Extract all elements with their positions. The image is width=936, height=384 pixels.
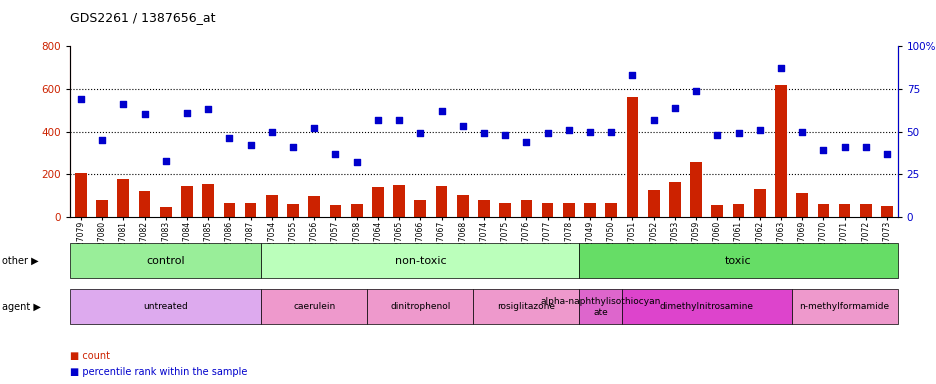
Point (306, 125, 321, 131)
Bar (287, 204, 299, 217)
Point (646, 116, 661, 122)
Bar (202, 184, 213, 217)
Point (370, 116, 385, 122)
Point (836, 144, 851, 150)
Point (730, 130, 745, 136)
Bar (605, 203, 617, 217)
Text: untreated: untreated (143, 302, 188, 311)
Point (158, 157, 173, 164)
Point (561, 127, 576, 133)
Point (709, 132, 724, 138)
Point (180, 110, 195, 116)
Point (264, 128, 279, 135)
Bar (435, 186, 446, 217)
Point (137, 111, 152, 118)
Bar (244, 203, 256, 217)
Bar (583, 203, 595, 217)
Point (455, 123, 470, 129)
Bar (541, 203, 553, 217)
Bar (308, 195, 320, 217)
Bar (710, 205, 723, 217)
Point (116, 101, 131, 107)
Text: other ▶: other ▶ (2, 256, 38, 266)
Point (539, 130, 554, 136)
Text: ■ count: ■ count (70, 351, 110, 361)
Point (73, 96, 88, 102)
Point (285, 144, 300, 150)
Bar (457, 195, 468, 217)
Bar (774, 84, 786, 217)
Point (200, 106, 215, 113)
Bar (96, 200, 108, 217)
Bar (139, 191, 150, 217)
Bar (732, 204, 743, 217)
Bar (372, 187, 384, 217)
Point (582, 128, 597, 135)
Bar (817, 204, 828, 217)
Text: dinitrophenol: dinitrophenol (389, 302, 450, 311)
Bar (117, 179, 129, 217)
Bar (880, 206, 892, 217)
Text: agent ▶: agent ▶ (2, 302, 40, 312)
Bar (266, 195, 277, 217)
Point (391, 116, 406, 122)
Bar (859, 204, 870, 217)
Text: GDS2261 / 1387656_at: GDS2261 / 1387656_at (70, 12, 215, 25)
Point (879, 151, 894, 157)
Point (497, 132, 512, 138)
Point (752, 127, 767, 133)
Bar (393, 185, 404, 217)
Point (95, 137, 110, 143)
Point (475, 130, 490, 136)
Text: n-methylformamide: n-methylformamide (798, 302, 888, 311)
Point (603, 128, 618, 135)
Bar (224, 203, 235, 217)
Point (857, 144, 872, 150)
Bar (350, 204, 362, 217)
Point (349, 159, 364, 166)
Bar (477, 200, 490, 217)
Point (624, 72, 639, 78)
Bar (690, 162, 701, 217)
Point (815, 147, 830, 153)
Bar (563, 203, 574, 217)
Text: ■ percentile rank within the sample: ■ percentile rank within the sample (70, 367, 247, 377)
Bar (414, 200, 426, 217)
Text: dimethylnitrosamine: dimethylnitrosamine (659, 302, 753, 311)
Text: toxic: toxic (724, 256, 751, 266)
Bar (796, 194, 807, 217)
Bar (838, 204, 850, 217)
Text: non-toxic: non-toxic (394, 256, 446, 266)
Point (413, 130, 428, 136)
Bar (753, 189, 765, 217)
Point (328, 151, 343, 157)
Text: alpha-naphthylisothiocyan
ate: alpha-naphthylisothiocyan ate (540, 297, 660, 316)
Bar (626, 98, 637, 217)
Bar (499, 203, 510, 217)
Bar (647, 190, 659, 217)
Bar (75, 173, 87, 217)
Text: caerulein: caerulein (293, 302, 335, 311)
Point (688, 88, 703, 94)
Point (433, 108, 448, 114)
Bar (329, 205, 341, 217)
Text: control: control (146, 256, 184, 266)
Text: rosiglitazone: rosiglitazone (497, 302, 555, 311)
Point (794, 128, 809, 135)
Bar (160, 207, 171, 217)
Point (666, 104, 681, 111)
Bar (181, 186, 193, 217)
Point (519, 139, 534, 145)
Bar (668, 182, 680, 217)
Point (772, 65, 787, 71)
Bar (520, 200, 532, 217)
Point (242, 142, 257, 148)
Point (222, 135, 237, 141)
